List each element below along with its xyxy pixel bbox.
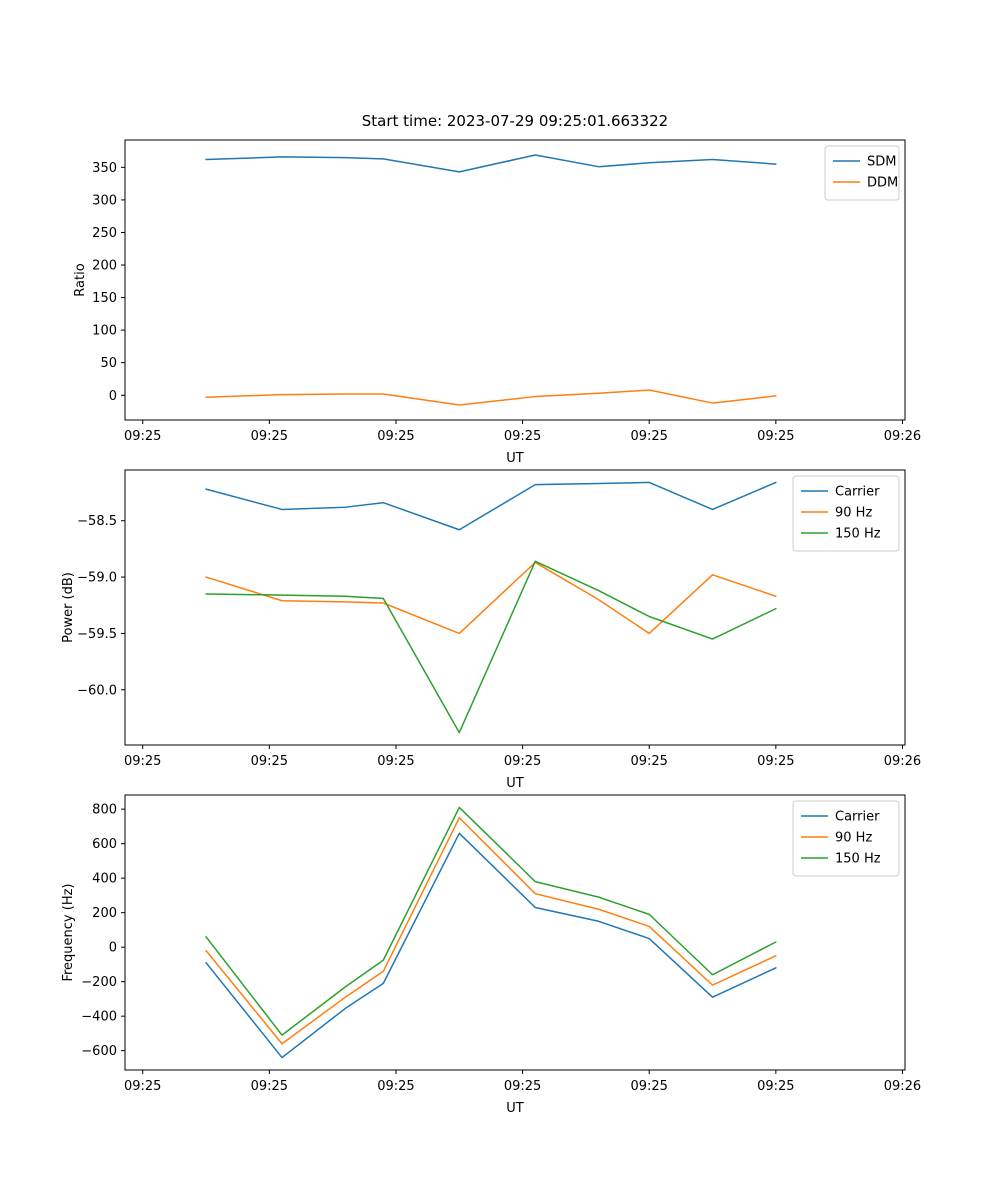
y-tick-label: −400 — [81, 1010, 117, 1025]
x-tick-label: 09:25 — [124, 754, 161, 769]
x-tick-label: 09:25 — [504, 754, 541, 769]
x-axis-label: UT — [506, 776, 524, 791]
figure-title: Start time: 2023-07-29 09:25:01.663322 — [361, 112, 669, 130]
y-tick-label: 100 — [92, 324, 117, 339]
series-line-150-hz — [205, 560, 777, 734]
legend: SDM DDM — [824, 145, 900, 201]
legend: Carrier 90 Hz 150 Hz — [792, 475, 900, 552]
y-axis-label: Power (dB) — [61, 572, 76, 643]
axes-box — [124, 139, 906, 421]
legend-label: SDM — [867, 155, 896, 170]
y-tick-label: 0 — [109, 941, 117, 956]
x-axis-label: UT — [506, 451, 524, 466]
y-tick-label: 600 — [92, 837, 117, 852]
chart-1: 09:25 09:25 09:25 09:25 09:25 09:25 09:26 0 50 10… — [73, 139, 921, 466]
x-tick-label: 09:25 — [757, 1079, 794, 1094]
x-tick-label: 09:26 — [884, 429, 921, 444]
legend-label: 90 Hz — [835, 506, 872, 521]
y-tick-label: −600 — [81, 1044, 117, 1059]
x-tick-label: 09:25 — [251, 1079, 288, 1094]
chart-2: 09:25 09:25 09:25 09:25 09:25 09:25 09:26 −60.0… — [61, 469, 921, 791]
x-tick-label: 09:26 — [884, 1079, 921, 1094]
y-tick-label: 200 — [92, 259, 117, 274]
legend-box — [824, 145, 900, 201]
series-line-150-hz — [205, 806, 777, 1036]
y-tick-label: 0 — [109, 389, 117, 404]
y-tick-label: 400 — [92, 872, 117, 887]
y-tick-label: 300 — [92, 193, 117, 208]
legend-label: 90 Hz — [835, 831, 872, 846]
y-tick-label: −58.5 — [77, 514, 117, 529]
x-tick-label: 09:25 — [757, 754, 794, 769]
series-line-ddm — [205, 389, 777, 406]
y-tick-label: −200 — [81, 975, 117, 990]
x-tick-label: 09:26 — [884, 754, 921, 769]
y-tick-label: 350 — [92, 161, 117, 176]
x-tick-label: 09:25 — [377, 754, 414, 769]
y-axis-label: Frequency (Hz) — [61, 883, 76, 981]
y-tick-label: −59.0 — [77, 571, 117, 586]
x-tick-label: 09:25 — [757, 429, 794, 444]
x-tick-label: 09:25 — [504, 1079, 541, 1094]
y-tick-label: −60.0 — [77, 683, 117, 698]
x-tick-label: 09:25 — [630, 754, 667, 769]
axes-box — [124, 469, 906, 746]
y-axis-label: Ratio — [73, 263, 88, 296]
y-tick-label: 150 — [92, 291, 117, 306]
x-tick-label: 09:25 — [377, 429, 414, 444]
x-axis-label: UT — [506, 1101, 524, 1116]
series-line-90-hz — [205, 817, 777, 1045]
legend-label: Carrier — [835, 485, 880, 500]
series-line-carrier — [205, 832, 777, 1059]
y-tick-label: 200 — [92, 906, 117, 921]
x-tick-label: 09:25 — [630, 1079, 667, 1094]
x-tick-label: 09:25 — [630, 429, 667, 444]
chart-3: 09:25 09:25 09:25 09:25 09:25 09:25 09:26 −600 −… — [61, 794, 921, 1116]
y-tick-label: 250 — [92, 226, 117, 241]
series-line-90-hz — [205, 561, 777, 635]
x-tick-label: 09:25 — [251, 429, 288, 444]
y-tick-label: 50 — [100, 356, 117, 371]
x-tick-label: 09:25 — [251, 754, 288, 769]
legend-label: DDM — [867, 176, 898, 191]
y-tick-label: −59.5 — [77, 627, 117, 642]
series-line-carrier — [205, 481, 777, 531]
legend-label: 150 Hz — [835, 852, 881, 867]
series-line-sdm — [205, 154, 777, 173]
legend: Carrier 90 Hz 150 Hz — [792, 800, 900, 877]
y-tick-label: 800 — [92, 803, 117, 818]
x-tick-label: 09:25 — [124, 1079, 161, 1094]
x-tick-label: 09:25 — [377, 1079, 414, 1094]
x-tick-label: 09:25 — [504, 429, 541, 444]
legend-label: 150 Hz — [835, 527, 881, 542]
axes-box — [124, 794, 906, 1071]
x-tick-label: 09:25 — [124, 429, 161, 444]
legend-label: Carrier — [835, 810, 880, 825]
